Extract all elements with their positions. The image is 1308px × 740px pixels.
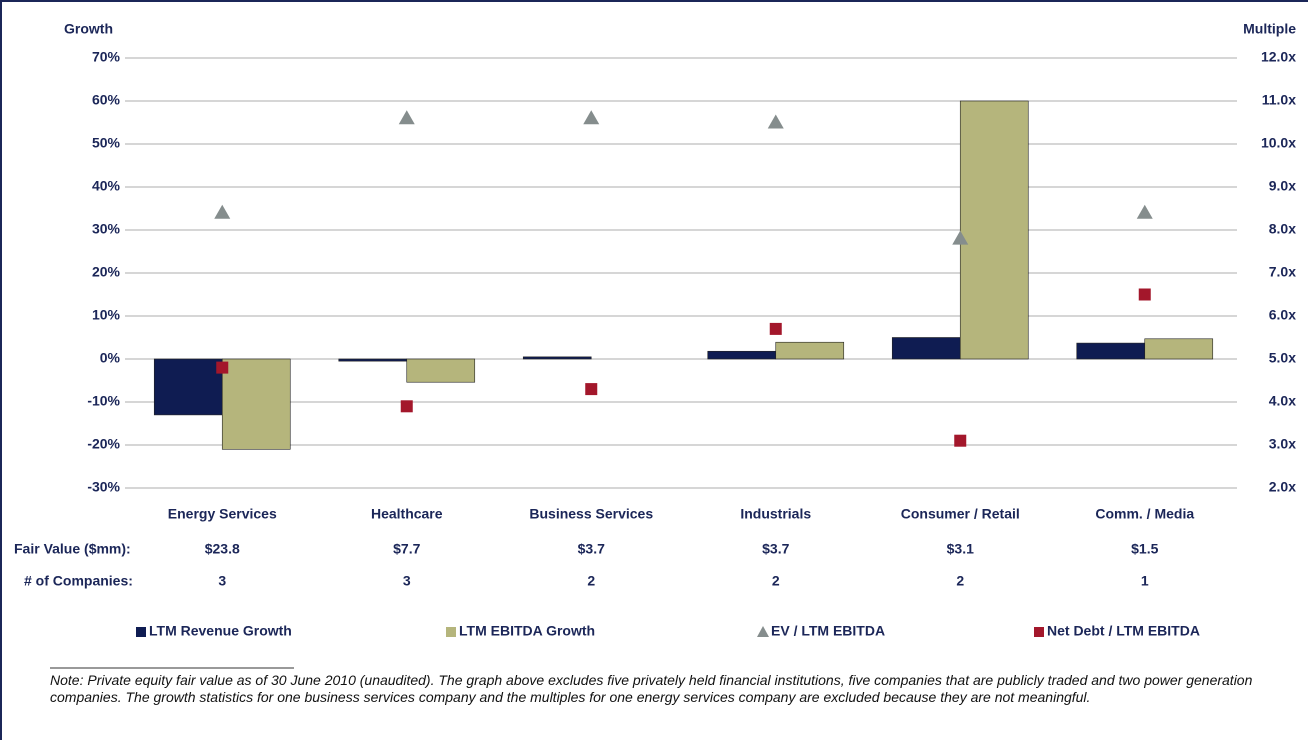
legend-label: LTM Revenue Growth [149,623,292,639]
table-cell: $3.7 [578,541,605,557]
y2-tick-label: 6.0x [1269,307,1296,323]
bar [1144,338,1214,360]
y-tick-label: 0% [100,350,121,366]
marker-triangle [583,110,600,125]
marker-square [216,361,229,374]
y-tick-label: 50% [92,135,121,151]
legend-label: EV / LTM EBITDA [771,623,885,639]
y2-tick-label: 3.0x [1269,436,1296,452]
y-tick-label: 70% [92,49,121,65]
bar [522,356,592,360]
table-cell: $1.5 [1131,541,1158,557]
marker-square [585,383,598,396]
y-tick-label: 40% [92,178,121,194]
marker-square [400,400,413,413]
y2-tick-label: 12.0x [1261,49,1296,65]
marker-triangle [214,204,231,219]
y2-tick-label: 2.0x [1269,479,1296,495]
y2-tick-label: 11.0x [1262,92,1296,108]
y-tick-label: 60% [92,92,121,108]
table-cell: $23.8 [205,541,240,557]
bar [221,358,291,450]
bar [338,358,408,362]
bar [1076,342,1146,360]
y-tick-label: 30% [92,221,121,237]
x-tick-label: Consumer / Retail [901,506,1020,522]
marker-triangle [398,110,415,125]
table-cell: $7.7 [393,541,420,557]
y2-tick-label: 7.0x [1269,264,1296,280]
x-tick-label: Comm. / Media [1095,506,1194,522]
legend-swatch [757,626,769,637]
legend-swatch [1034,627,1044,637]
y-tick-label: -10% [87,393,120,409]
y2-tick-label: 4.0x [1269,393,1296,409]
y2-axis-title: Multiple [1243,21,1296,37]
table-cell: 3 [218,573,226,589]
table-cell: 2 [587,573,595,589]
y2-tick-label: 9.0x [1269,178,1296,194]
marker-square [954,434,967,447]
y2-tick-label: 8.0x [1269,221,1296,237]
y-tick-label: 10% [92,307,121,323]
marker-triangle [952,230,969,245]
y2-tick-label: 10.0x [1261,135,1296,151]
table-cell: $3.1 [947,541,974,557]
bar [775,341,845,360]
marker-triangle [767,114,784,129]
table-cell: 1 [1141,573,1149,589]
bar [891,337,961,360]
marker-square [769,322,782,335]
note: Note: Private equity fair value as of 30… [50,672,1253,705]
bar [959,100,1029,360]
x-tick-label: Energy Services [168,506,277,522]
legend-swatch [446,627,456,637]
marker-square [1138,288,1151,301]
y-tick-label: -30% [87,479,120,495]
table-cell: 3 [403,573,411,589]
legend-label: Net Debt / LTM EBITDA [1047,623,1200,639]
x-tick-label: Healthcare [371,506,443,522]
bar [707,350,777,360]
table-row-label: Fair Value ($mm): [14,541,131,557]
bar [406,358,476,383]
marker-triangle [1136,204,1153,219]
y-tick-label: 20% [92,264,121,280]
table-row-label: # of Companies: [24,573,133,589]
table-cell: 2 [956,573,964,589]
y-axis-title: Growth [64,21,113,37]
legend-swatch [136,627,146,637]
y2-tick-label: 5.0x [1269,350,1296,366]
x-tick-label: Industrials [740,506,811,522]
table-cell: 2 [772,573,780,589]
y-tick-label: -20% [87,436,120,452]
bar [153,358,223,416]
table-cell: $3.7 [762,541,789,557]
legend-label: LTM EBITDA Growth [459,623,595,639]
x-tick-label: Business Services [529,506,653,522]
